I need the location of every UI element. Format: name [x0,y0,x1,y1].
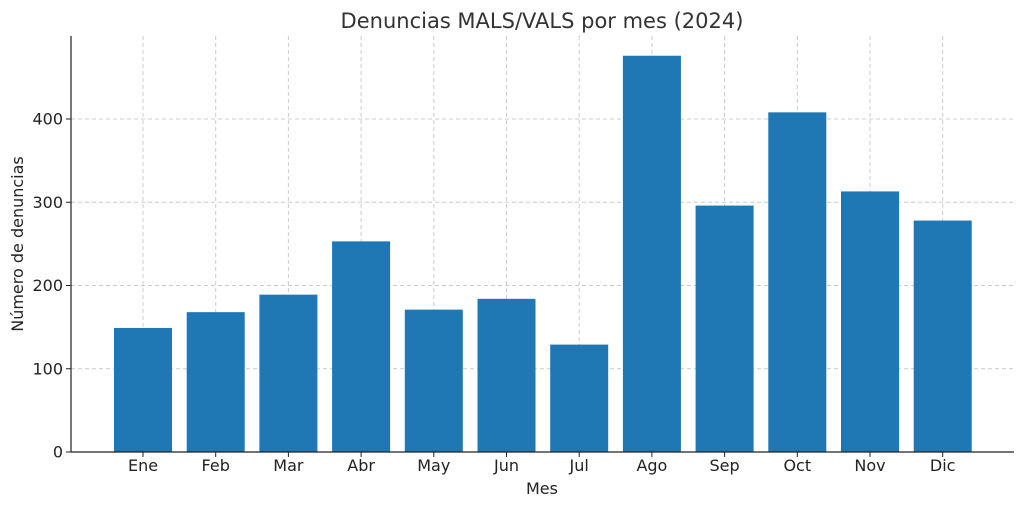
x-tick-label: Sep [710,456,740,475]
x-axis-label: Mes [526,479,558,498]
bar-abr [332,241,391,452]
x-tick-label: Dic [930,456,956,475]
y-tick-label: 0 [53,443,63,462]
bar-jun [477,298,536,452]
bar-sep [695,205,754,452]
bar-jul [550,344,609,452]
x-tick-label: Nov [854,456,885,475]
bar-nov [841,191,899,453]
y-tick-label: 100 [32,359,63,378]
x-tick-label: Jun [493,456,519,475]
x-tick-label: Feb [202,456,230,475]
x-tick-label: May [417,456,450,475]
bars-layer [114,55,972,453]
x-ticks: Ene Feb Mar Abr May Jun Jul Ago Sep Oct Nov Dic [128,452,956,475]
bar-oct [768,112,827,452]
x-tick-label: Oct [783,456,811,475]
x-tick-label: Ene [128,456,158,475]
bar-mar [259,294,318,452]
y-axis-label: Número de denuncias [8,156,27,332]
bar-dic [913,220,972,452]
bar-feb [186,312,245,452]
bar-ene [114,327,172,452]
bar-may [404,309,463,452]
y-tick-label: 300 [32,193,63,212]
y-tick-label: 200 [32,276,63,295]
y-ticks: 0 100 200 300 400 [32,110,71,462]
axes-layer [70,36,1014,453]
y-tick-label: 400 [32,110,63,129]
x-tick-label: Ago [636,456,667,475]
x-tick-label: Abr [347,456,375,475]
x-tick-label: Mar [273,456,304,475]
chart-title: Denuncias MALS/VALS por mes (2024) [341,9,744,33]
x-tick-label: Jul [569,456,589,475]
bar-ago [622,55,681,452]
